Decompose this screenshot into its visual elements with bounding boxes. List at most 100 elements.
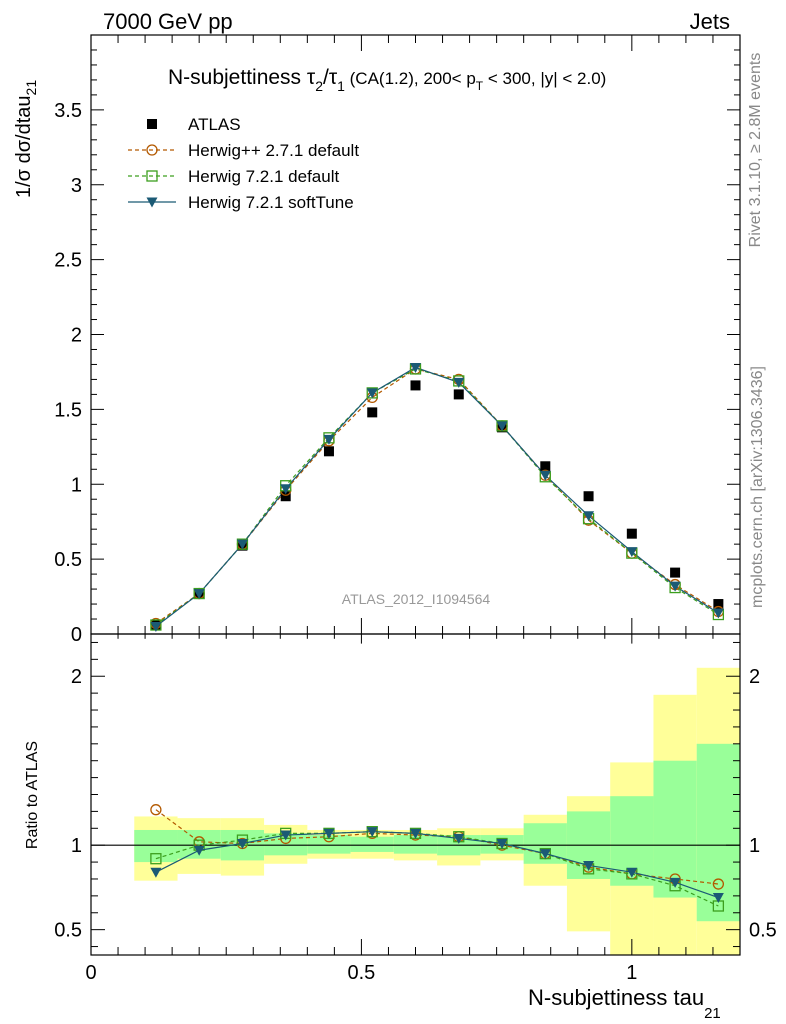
- title-cuts-a: (CA(1.2), 200< p: [345, 69, 476, 88]
- x-tick-label: 1: [626, 962, 637, 984]
- main-y-axis-label-text: 1/σ dσ/dtau: [13, 95, 35, 198]
- ratio-data-point: [150, 853, 162, 865]
- ratio-data-point: [626, 867, 638, 878]
- main-data-point: [669, 581, 681, 592]
- legend-marker: [146, 144, 158, 156]
- main-series-line: [155, 366, 719, 627]
- main-data-point: [626, 528, 637, 539]
- main-data-point: [323, 434, 335, 445]
- ratio-data-point: [583, 860, 595, 871]
- ratio-y-tick-label: 0.5: [54, 920, 82, 942]
- chart-title: N-subjettiness τ2/τ1 (CA(1.2), 200< pT <…: [168, 66, 606, 94]
- ratio-uncertainty-bands: [134, 667, 740, 955]
- main-data-point: [712, 608, 724, 619]
- main-data-point: [323, 446, 334, 457]
- main-y-axis-label: 1/σ dσ/dtau21: [13, 80, 39, 198]
- main-data-point: [713, 599, 724, 610]
- title-main: N-subjettiness: [168, 66, 307, 89]
- main-data-point: [410, 380, 421, 391]
- title-tau1-sub: 1: [337, 78, 345, 94]
- ratio-data-point: [150, 867, 162, 878]
- main-data-point: [583, 491, 594, 502]
- ratio-data-point: [712, 878, 725, 890]
- title-cuts-sub: T: [476, 79, 484, 93]
- x-axis-label: N-subjettiness tau21: [528, 985, 721, 1022]
- legend-marker: [146, 170, 158, 182]
- band-inner-bin: [264, 833, 308, 856]
- title-tau2: τ: [307, 66, 316, 89]
- main-data-point: [453, 377, 465, 388]
- band-inner-bin: [350, 836, 394, 852]
- main-y-axis-label-sub: 21: [23, 80, 39, 96]
- ratio-data-point: [323, 828, 335, 839]
- ratio-data-point: [496, 838, 508, 849]
- legend-label: Herwig++ 2.7.1 default: [188, 141, 359, 160]
- ratio-data-point: [410, 828, 421, 839]
- title-tau1: τ: [329, 66, 338, 89]
- main-y-tick-label: 1.5: [54, 399, 82, 421]
- main-data-point: [236, 539, 248, 550]
- legend-label: Herwig 7.2.1 softTune: [188, 193, 354, 212]
- ratio-y-tick-label: 1: [71, 835, 82, 857]
- main-plot-series: [150, 362, 725, 633]
- main-data-point: [583, 511, 595, 522]
- legend-marker: [147, 119, 157, 129]
- main-data-point: [366, 388, 378, 399]
- legend-label: ATLAS: [188, 115, 241, 134]
- plot-axes: 00.511.522.533.50 0.5 10.5 0.51 12 2: [54, 34, 777, 984]
- ratio-y-tick-label: 2: [71, 666, 82, 688]
- ratio-data-point: [366, 827, 378, 838]
- main-data-point: [496, 421, 508, 432]
- main-data-point: [367, 407, 378, 418]
- x-tick-label: 0.5: [348, 962, 376, 984]
- mcplots-label: mcplots.cern.ch [arXiv:1306.3436]: [749, 366, 766, 608]
- ratio-y-axis-label: Ratio to ATLAS: [24, 741, 41, 849]
- main-y-tick-label: 0: [71, 624, 82, 646]
- main-data-point: [670, 567, 681, 578]
- main-data-point: [150, 622, 162, 633]
- legend-marker: [146, 197, 158, 208]
- title-cuts-b: < 300, |y| < 2.0): [483, 69, 606, 88]
- main-data-point: [410, 362, 421, 373]
- rivet-label: Rivet 3.1.10, ≥ 2.8M events: [747, 53, 764, 248]
- main-data-point: [193, 589, 205, 600]
- band-inner-bin: [696, 743, 740, 922]
- main-data-point: [626, 547, 638, 558]
- ratio-data-point: [539, 849, 551, 860]
- main-series-line: [155, 368, 719, 626]
- main-data-point: [453, 389, 464, 400]
- band-inner-bin: [653, 760, 697, 898]
- ratio-series-line: [155, 831, 719, 899]
- main-data-point: [539, 470, 551, 481]
- ratio-plot-series: [150, 804, 725, 912]
- ratio-y-tick-label-right: 0.5: [749, 920, 777, 942]
- x-tick-label: 0: [85, 962, 96, 984]
- band-inner-bin: [307, 835, 351, 854]
- header-energy: 7000 GeV pp: [103, 9, 233, 34]
- main-data-point: [280, 491, 291, 502]
- legend: ATLAS Herwig++ 2.7.1 default Herwig 7.2.1 …: [128, 115, 359, 212]
- main-y-tick-label: 0.5: [54, 549, 82, 571]
- main-y-tick-label: 2.5: [54, 250, 82, 272]
- ratio-y-tick-label-right: 1: [749, 835, 760, 857]
- main-data-point: [540, 461, 551, 472]
- ratio-data-point: [280, 830, 292, 841]
- header-category: Jets: [690, 9, 730, 34]
- x-axis-label-text: N-subjettiness tau: [528, 985, 704, 1010]
- main-series-line: [155, 368, 719, 625]
- band-inner-bin: [393, 835, 438, 854]
- ratio-data-point: [236, 838, 248, 849]
- analysis-watermark: ATLAS_2012_I1094564: [342, 591, 491, 607]
- main-y-tick-label: 3: [71, 175, 82, 197]
- title-tau2-sub: 2: [315, 78, 323, 94]
- x-axis-label-sub: 21: [704, 1005, 721, 1022]
- band-inner-bin: [134, 829, 178, 863]
- main-y-tick-label: 1: [71, 474, 82, 496]
- ratio-data-point: [150, 804, 162, 816]
- main-y-tick-label: 2: [71, 325, 82, 347]
- ratio-data-point: [193, 845, 205, 856]
- ratio-data-point: [453, 833, 465, 844]
- title-slash: /: [323, 66, 329, 89]
- ratio-series-line: [155, 831, 719, 907]
